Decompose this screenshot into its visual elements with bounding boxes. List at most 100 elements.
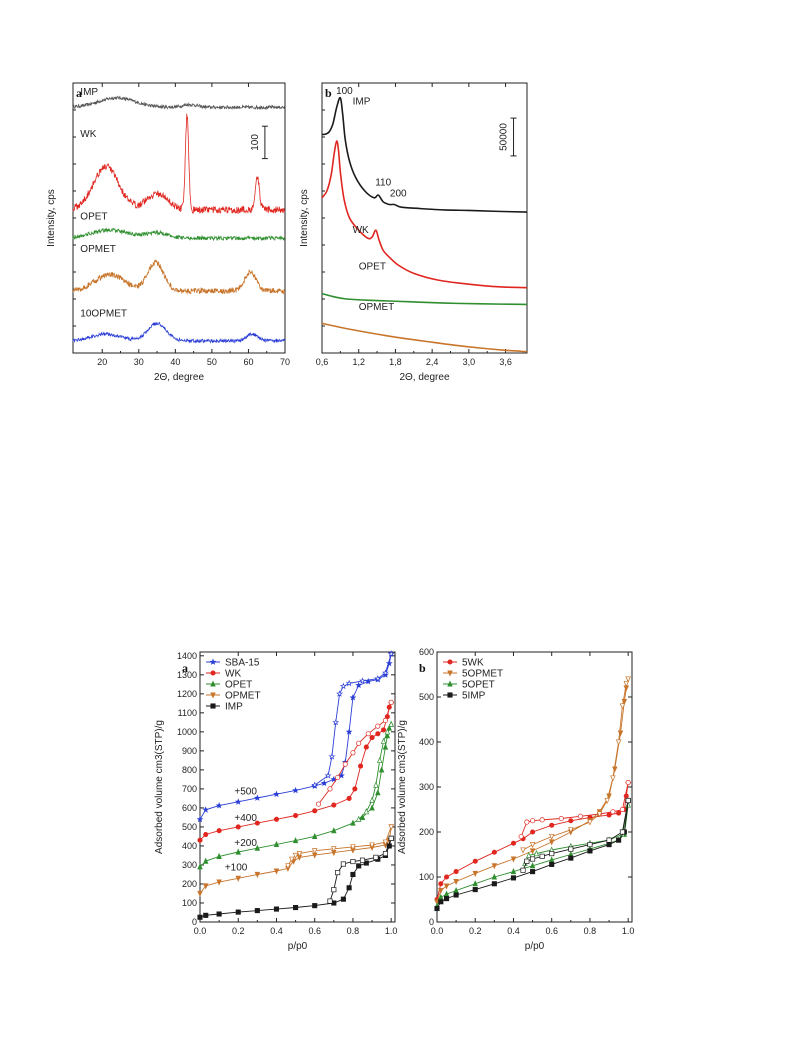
y-tick-label: 1400 [177,651,197,661]
data-point-imp [363,860,369,866]
data-point-opet [388,720,394,727]
x-tick-label: 3,6 [499,357,512,367]
data-point-5opet [472,880,478,887]
scale-bar-label: 100 [250,134,261,151]
data-point-wk [254,820,260,826]
data-point-opet [331,827,337,834]
series-desorption-5opmet [522,678,629,851]
data-point-wk [346,795,352,801]
panel-label: a [182,661,188,675]
data-point-opmet [331,846,337,853]
x-tick-label: 0.2 [232,926,245,936]
x-tick-label: 0,6 [316,357,329,367]
y-tick-label: 0 [192,917,197,927]
legend-label-5opet: 5OPET [462,680,495,691]
series-label-opmet: OPMET [80,244,116,255]
data-point-sba-15 [374,675,382,682]
data-point-5wk [510,840,517,846]
data-point-opmet [289,856,295,863]
data-point-sba-15 [382,669,389,676]
data-point-wk [382,717,388,724]
data-point-sba-15 [234,798,242,805]
data-point-wk [380,727,387,733]
legend-label-5wk: 5WK [462,658,484,669]
legend-marker-sba-15 [209,658,217,665]
y-tick-label: 700 [182,784,197,794]
series-desorption-5imp [522,800,629,871]
x-tick-label: 0.8 [347,926,360,936]
series-line-wk [72,113,286,215]
data-point-opet [363,808,370,815]
data-point-wk [235,824,241,830]
data-point-sba-15 [387,650,395,657]
data-point-wk [293,812,299,819]
data-point-opet [355,815,362,822]
data-point-imp [340,896,346,902]
y-tick-label: 300 [182,860,197,870]
data-point-imp [350,858,356,865]
data-point-imp [388,835,394,841]
data-point-5imp [587,848,593,854]
data-point-5imp [549,861,555,867]
x-tick-label: 0.6 [308,926,321,936]
series-label-10opmet: 10OPMET [80,309,127,320]
data-point-imp [312,903,318,909]
data-point-opmet [254,871,261,879]
data-point-5imp [530,856,536,862]
data-point-opet [378,766,385,773]
data-point-5wk [568,818,574,824]
xrd-small-angle-chart: 0,6 1,2 1,8 2,4 3,0 3,6 2Θ, degree Intensity, c… [299,82,528,383]
data-point-5imp [568,846,574,852]
data-point-opet [382,743,389,750]
data-point-5opmet [604,797,610,805]
y-axis-label: Intensity, cps [299,189,310,247]
series-adsorption-5opmet [436,678,629,902]
series-label-opet: OPET [359,261,386,272]
data-point-sba-15 [349,694,357,701]
data-point-opmet [292,852,299,860]
legend-label-sba-15: SBA-15 [225,658,260,669]
data-point-sba-15 [359,677,366,684]
series-label-wk: WK [353,225,369,236]
data-point-5opmet [623,680,630,688]
data-point-5opet [529,862,536,869]
series-label-wk: WK [80,129,96,140]
y-tick-label: 1200 [177,689,197,699]
peak-label-110: 110 [375,178,391,189]
data-point-opmet [273,868,280,875]
x-tick-label: 20 [97,357,107,367]
x-axis-label: p/p0 [288,941,308,952]
data-point-opmet [369,842,375,849]
data-point-5opet [526,851,532,858]
x-tick-label: 0.0 [194,926,207,936]
x-tick-label: 1,2 [352,357,365,367]
data-point-5wk [619,806,625,813]
series-line-imp [321,96,528,213]
legend-label-5opmet: 5OPMET [462,669,503,680]
x-tick-label: 40 [170,357,180,367]
legend-label-opet: OPET [225,680,252,691]
data-point-sba-15 [311,781,319,789]
series-label-opet: OPET [80,211,107,222]
data-point-5imp [491,881,497,887]
data-point-5wk [610,809,616,815]
data-point-wk [369,735,375,741]
data-point-sba-15 [215,802,223,809]
data-point-opet [197,863,203,870]
data-point-5opmet [568,827,574,834]
offset-label-100: +100 [225,863,248,874]
data-point-5wk [539,817,545,823]
data-point-opmet [296,850,303,858]
data-point-imp [335,870,341,876]
data-point-imp [331,887,337,893]
data-point-opet [373,781,379,788]
data-point-opet [292,837,299,844]
data-point-5opmet [453,878,459,886]
data-point-5wk [558,815,564,822]
data-point-sba-15 [385,659,393,667]
legend-marker-5imp [447,692,453,698]
series-line-wk [321,140,528,289]
data-point-5imp [444,896,450,902]
data-point-5wk [616,810,622,816]
data-point-wk [203,831,209,838]
